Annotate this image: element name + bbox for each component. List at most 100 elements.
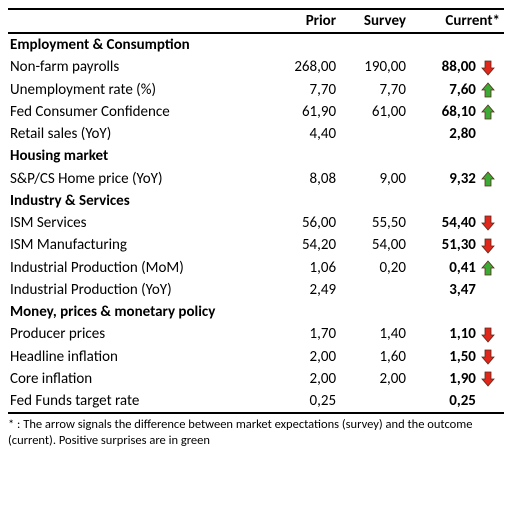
econ-table: Prior Survey Current* Employment & Consu… — [8, 8, 504, 414]
prior-value: 2,00 — [270, 346, 340, 368]
arrow-down-icon — [480, 371, 496, 387]
survey-value: 9,00 — [340, 168, 410, 190]
table-row: Non-farm payrolls268,00190,0088,00 — [8, 56, 504, 78]
section-title: Housing market — [8, 145, 504, 167]
table-row: Industrial Production (YoY)2,49 3,47 — [8, 279, 504, 301]
current-value: 3,47 — [410, 279, 480, 301]
arrow-up-icon — [480, 104, 496, 120]
survey-value: 54,00 — [340, 234, 410, 256]
direction-cell — [480, 368, 504, 390]
table-row: ISM Services56,0055,5054,40 — [8, 212, 504, 234]
survey-value: 55,50 — [340, 212, 410, 234]
section-title: Employment & Consumption — [8, 33, 504, 56]
row-label: Fed Funds target rate — [8, 390, 270, 413]
row-label: Industrial Production (MoM) — [8, 257, 270, 279]
survey-value: 7,70 — [340, 79, 410, 101]
arrow-down-icon — [480, 215, 496, 231]
prior-value: 0,25 — [270, 390, 340, 413]
table-row: Headline inflation2,001,601,50 — [8, 346, 504, 368]
arrow-down-icon — [480, 60, 496, 76]
direction-cell — [480, 123, 504, 145]
section-title: Money, prices & monetary policy — [8, 301, 504, 323]
table-row: Fed Consumer Confidence61,9061,0068,10 — [8, 101, 504, 123]
row-label: ISM Manufacturing — [8, 234, 270, 256]
survey-value — [340, 390, 410, 413]
row-label: Producer prices — [8, 323, 270, 345]
header-prior: Prior — [270, 9, 340, 33]
survey-value: 61,00 — [340, 101, 410, 123]
direction-cell — [480, 212, 504, 234]
table-row: Retail sales (YoY)4,40 2,80 — [8, 123, 504, 145]
direction-cell — [480, 279, 504, 301]
current-value: 0,25 — [410, 390, 480, 413]
row-label: ISM Services — [8, 212, 270, 234]
survey-value: 1,60 — [340, 346, 410, 368]
row-label: Unemployment rate (%) — [8, 79, 270, 101]
prior-value: 2,49 — [270, 279, 340, 301]
section-header: Money, prices & monetary policy — [8, 301, 504, 323]
section-header: Employment & Consumption — [8, 33, 504, 56]
prior-value: 56,00 — [270, 212, 340, 234]
row-label: Fed Consumer Confidence — [8, 101, 270, 123]
header-current: Current* — [410, 9, 504, 33]
current-value: 51,30 — [410, 234, 480, 256]
header-blank — [8, 9, 270, 33]
survey-value — [340, 123, 410, 145]
arrow-up-icon — [480, 171, 496, 187]
direction-cell — [480, 390, 504, 413]
header-row: Prior Survey Current* — [8, 9, 504, 33]
arrow-down-icon — [480, 327, 496, 343]
direction-cell — [480, 323, 504, 345]
current-value: 1,10 — [410, 323, 480, 345]
table-row: Fed Funds target rate0,250,25 — [8, 390, 504, 413]
row-label: Industrial Production (YoY) — [8, 279, 270, 301]
current-value: 2,80 — [410, 123, 480, 145]
prior-value: 1,70 — [270, 323, 340, 345]
prior-value: 61,90 — [270, 101, 340, 123]
table-row: Industrial Production (MoM)1,060,200,41 — [8, 257, 504, 279]
current-value: 0,41 — [410, 257, 480, 279]
row-label: Non-farm payrolls — [8, 56, 270, 78]
survey-value: 0,20 — [340, 257, 410, 279]
prior-value: 1,06 — [270, 257, 340, 279]
direction-cell — [480, 346, 504, 368]
direction-cell — [480, 257, 504, 279]
arrow-up-icon — [480, 260, 496, 276]
row-label: Headline inflation — [8, 346, 270, 368]
row-label: S&P/CS Home price (YoY) — [8, 168, 270, 190]
current-value: 7,60 — [410, 79, 480, 101]
arrow-down-icon — [480, 349, 496, 365]
direction-cell — [480, 234, 504, 256]
current-value: 88,00 — [410, 56, 480, 78]
direction-cell — [480, 168, 504, 190]
current-value: 68,10 — [410, 101, 480, 123]
prior-value: 2,00 — [270, 368, 340, 390]
survey-value: 1,40 — [340, 323, 410, 345]
prior-value: 4,40 — [270, 123, 340, 145]
row-label: Retail sales (YoY) — [8, 123, 270, 145]
arrow-up-icon — [480, 82, 496, 98]
current-value: 54,40 — [410, 212, 480, 234]
prior-value: 7,70 — [270, 79, 340, 101]
arrow-down-icon — [480, 238, 496, 254]
section-header: Housing market — [8, 145, 504, 167]
current-value: 1,50 — [410, 346, 480, 368]
table-row: ISM Manufacturing54,2054,0051,30 — [8, 234, 504, 256]
direction-cell — [480, 56, 504, 78]
survey-value — [340, 279, 410, 301]
survey-value: 2,00 — [340, 368, 410, 390]
row-label: Core inflation — [8, 368, 270, 390]
header-survey: Survey — [340, 9, 410, 33]
prior-value: 54,20 — [270, 234, 340, 256]
table-row: S&P/CS Home price (YoY)8,089,009,32 — [8, 168, 504, 190]
footnote: * : The arrow signals the difference bet… — [8, 414, 504, 448]
current-value: 9,32 — [410, 168, 480, 190]
current-value: 1,90 — [410, 368, 480, 390]
section-title: Industry & Services — [8, 190, 504, 212]
table-row: Unemployment rate (%)7,707,707,60 — [8, 79, 504, 101]
prior-value: 8,08 — [270, 168, 340, 190]
table-row: Producer prices1,701,401,10 — [8, 323, 504, 345]
direction-cell — [480, 101, 504, 123]
survey-value: 190,00 — [340, 56, 410, 78]
section-header: Industry & Services — [8, 190, 504, 212]
